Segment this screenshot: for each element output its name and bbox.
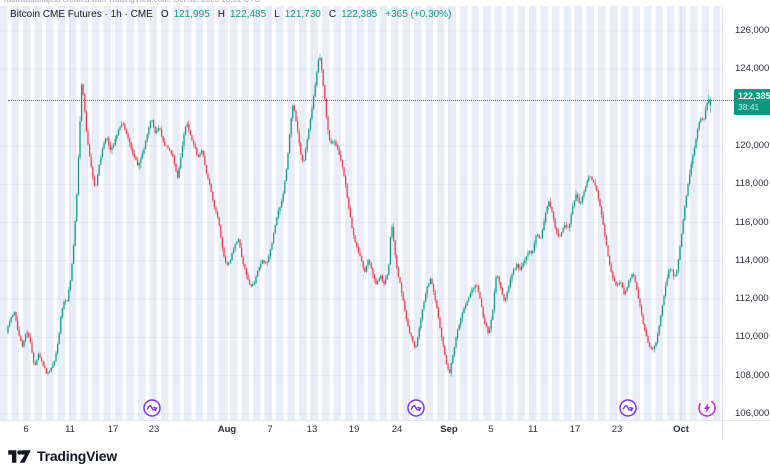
time-tick-label: Aug — [217, 424, 237, 435]
time-tick-label: 19 — [348, 424, 360, 435]
contract-rollover-marker-icon[interactable] — [143, 399, 161, 417]
time-tick-label: 23 — [611, 424, 623, 435]
candle-bodies-up — [7, 57, 712, 374]
symbol-legend[interactable]: Bitcoin CME Futures · 1h · CME O 121,995… — [10, 9, 451, 20]
last-price-dotted-line — [8, 100, 734, 102]
time-tick-label: Oct — [673, 424, 689, 435]
price-tick-label: 124,000 — [735, 63, 770, 75]
lightning-marker-icon[interactable] — [698, 399, 716, 417]
low-value: 121,730 — [284, 9, 321, 20]
time-tick-label: 7 — [267, 424, 273, 435]
contract-rollover-marker-icon[interactable] — [407, 399, 425, 417]
price-axis-separator — [722, 6, 723, 440]
price-tick-label: 112,000 — [735, 293, 769, 305]
price-tick-label: 114,000 — [735, 254, 769, 266]
time-tick-label: 24 — [391, 424, 403, 435]
time-axis-separator — [0, 420, 770, 421]
price-tick-label: 110,000 — [735, 331, 769, 343]
attribution-text: radmiladunajela created with TradingView… — [4, 0, 260, 4]
time-tick-label: 13 — [306, 424, 318, 435]
time-tick-label: 6 — [23, 424, 29, 435]
contract-rollover-marker-icon[interactable] — [619, 399, 637, 417]
low-label: L — [274, 9, 280, 20]
last-price-value: 122,385 — [738, 91, 770, 102]
bar-countdown: 38:41 — [738, 102, 760, 113]
high-label: H — [217, 9, 225, 20]
symbol-title[interactable]: Bitcoin CME Futures · 1h · CME — [10, 9, 153, 20]
time-tick-label: 23 — [148, 424, 160, 435]
last-price-label: 122,385 38:41 — [734, 89, 770, 116]
price-tick-label: 126,000 — [735, 25, 770, 36]
tradingview-logo-icon — [8, 449, 31, 463]
price-tick-label: 106,000 — [735, 408, 770, 419]
candle-bodies-down — [15, 57, 704, 374]
price-tick-label: 120,000 — [735, 139, 770, 151]
time-tick-label: 11 — [528, 424, 538, 435]
price-tick-label: 118,000 — [735, 178, 769, 190]
open-label: O — [160, 9, 169, 20]
time-tick-label: 17 — [569, 424, 581, 435]
change-value: +365 (+0.30%) — [385, 9, 452, 20]
tradingview-logo-text: TradingView — [37, 448, 118, 464]
price-tick-label: 116,000 — [735, 216, 769, 228]
open-value: 121,995 — [173, 9, 210, 20]
time-tick-label: 5 — [488, 424, 494, 435]
tradingview-logo[interactable]: TradingView — [8, 448, 117, 464]
close-value: 122,385 — [341, 9, 378, 20]
price-tick-label: 108,000 — [735, 369, 770, 381]
time-tick-label: 11 — [65, 424, 75, 435]
time-tick-label: 17 — [107, 424, 119, 435]
close-label: C — [328, 9, 337, 20]
time-tick-label: Sep — [440, 424, 458, 435]
high-value: 122,485 — [229, 9, 267, 20]
